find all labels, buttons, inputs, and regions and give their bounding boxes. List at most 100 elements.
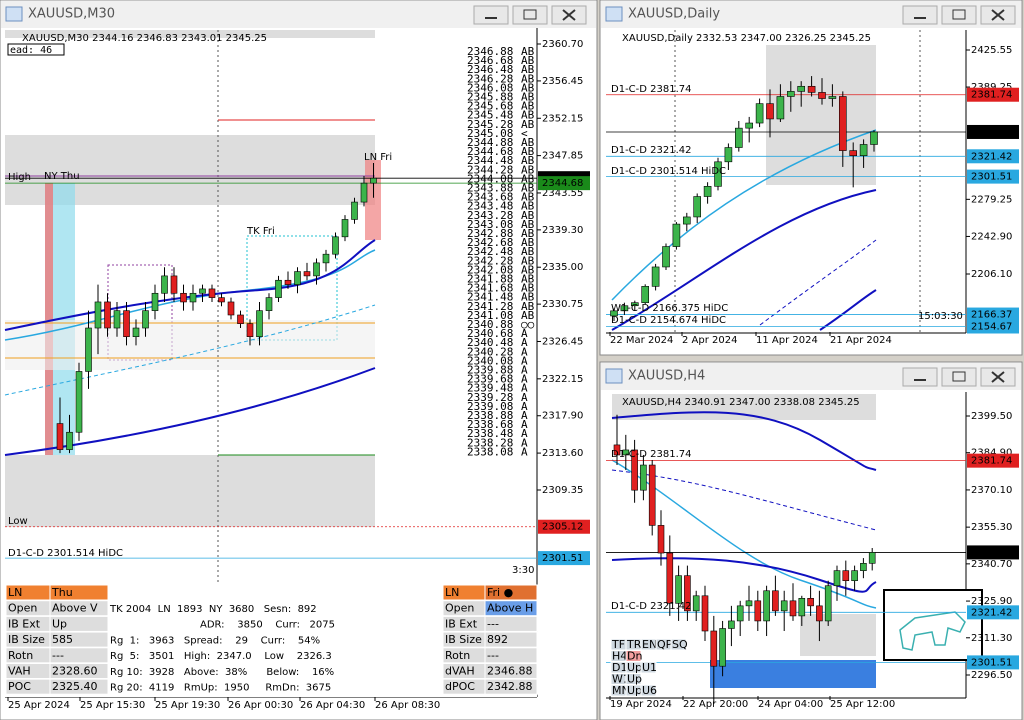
ladder-tag: AB	[521, 227, 535, 240]
ladder-price: 2344.28	[467, 163, 513, 176]
window-title: XAUUSD,Daily	[628, 7, 720, 22]
ladder-tag: A	[521, 373, 528, 386]
candle-body	[630, 302, 639, 307]
candle-body	[199, 288, 206, 294]
ladder-tag: AB	[521, 81, 535, 94]
chart-label: TK Fri	[246, 226, 275, 237]
ladder-tag: AB	[521, 309, 535, 322]
panel-text: IB Size	[445, 633, 482, 646]
price-tick-label: 2384.90	[971, 448, 1012, 459]
panel-text: Up	[52, 617, 67, 630]
candle-body	[651, 266, 660, 287]
price-tick-label: 2343.55	[542, 188, 583, 199]
ladder-tag: A	[521, 382, 528, 395]
level-label: 2321.42	[971, 151, 1012, 162]
stats-line: Rg 20: 4119 RmUp: 1950 RmDn: 3675	[110, 683, 331, 694]
candle-body	[833, 570, 841, 587]
ladder-tag: A	[521, 364, 528, 377]
panel-cell	[484, 600, 538, 617]
stats-line: Rg 10: 3928 Above: 38% Below: 16%	[110, 667, 334, 678]
window-buttons[interactable]	[473, 5, 1016, 387]
candle-body	[620, 305, 629, 312]
panel-text: Rotn	[445, 649, 470, 662]
level-label-box	[538, 551, 590, 566]
price-tick-label: 2317.90	[542, 411, 583, 422]
candle-body	[132, 327, 140, 338]
chart-label: High	[8, 172, 31, 183]
price-tick-label: 2325.90	[971, 596, 1012, 607]
candle-body	[776, 96, 785, 120]
candle-body	[256, 310, 263, 338]
candle-body	[703, 186, 712, 197]
panel-cell	[484, 678, 538, 695]
chart-header: XAUUSD,M30 2344.16 2346.83 2343.01 2345.…	[22, 33, 267, 44]
ladder-tag: AB	[521, 163, 535, 176]
chart-label: LN Fri	[364, 152, 392, 163]
panel-cell	[484, 615, 538, 632]
candle-body	[94, 301, 102, 329]
candle-body	[370, 177, 377, 184]
price-tick-label: 2352.15	[542, 113, 583, 124]
panel-text: POC	[8, 680, 31, 693]
panel-cell	[484, 663, 538, 679]
candle-body	[838, 96, 847, 151]
candle-body	[807, 85, 816, 93]
ladder-price: 2341.08	[467, 309, 513, 322]
candle-body	[868, 552, 876, 564]
ladder-tag: AB	[521, 91, 535, 104]
candle-body	[710, 630, 718, 667]
candle-body	[246, 323, 254, 338]
candle-body	[719, 628, 726, 667]
ladder-price: 2344.08	[467, 172, 513, 185]
level-label: 2166.37	[971, 310, 1012, 321]
candle-body	[56, 423, 64, 450]
panel-cell	[49, 678, 109, 695]
chart-header: XAUUSD,Daily 2332.53 2347.00 2326.25 234…	[622, 33, 871, 44]
panel-text: 2342.88	[487, 680, 533, 693]
chart-label: W1-C-D 2166.375 HiDC	[611, 303, 728, 314]
ladder-price: 2346.88	[467, 45, 513, 58]
price-tick-label: 2206.10	[971, 269, 1012, 280]
ladder-price: 2345.68	[467, 100, 513, 113]
candle-body	[303, 271, 311, 277]
ladder-tag: ○○	[521, 318, 535, 331]
candle-body	[360, 182, 368, 203]
countdown: 3:30	[512, 565, 534, 576]
candle-body	[797, 85, 806, 92]
window-title: XAUUSD,H4	[628, 369, 705, 384]
panel-text: ---	[487, 649, 499, 662]
level-label-box	[967, 169, 1019, 184]
time-label: 22 Apr 20:00	[683, 699, 748, 710]
trend-text: SQ	[672, 638, 688, 651]
price-tick-label: 2309.35	[542, 485, 583, 496]
candle-body	[701, 595, 709, 632]
panel-cell	[49, 584, 109, 601]
candle-body	[161, 275, 168, 294]
ladder-tag: AB	[521, 245, 535, 258]
price-tick-label: 2296.50	[971, 670, 1012, 681]
candle-body	[227, 301, 235, 316]
level-label-box	[967, 453, 1019, 468]
ladder-price: 2340.48	[467, 336, 513, 349]
chart-label: D1-C-D 2381.74	[611, 84, 692, 95]
panel-text: 2325.40	[52, 680, 98, 693]
level-label-box	[967, 149, 1019, 164]
trend-text: Up	[627, 684, 642, 697]
panel-text: ---	[487, 617, 499, 630]
chart-label: D1-C-D 2321.42	[611, 145, 692, 156]
ladder-price: 2343.28	[467, 209, 513, 222]
ladder-price: 2338.88	[467, 409, 513, 422]
panel-text: Above H	[487, 602, 533, 615]
ladder-tag: AB	[521, 200, 535, 213]
ladder-price: 2338.48	[467, 427, 513, 440]
candle-body	[341, 219, 349, 238]
candle-body	[142, 310, 149, 329]
candle-body	[275, 279, 282, 298]
ladder-tag: AB	[521, 218, 535, 231]
ladder-price: 2340.88	[467, 318, 513, 331]
panel-text: 2328.60	[52, 665, 98, 678]
candle-body	[113, 310, 121, 329]
time-label: 21 Apr 2024	[830, 335, 892, 346]
ladder-price: 2346.28	[467, 72, 513, 85]
